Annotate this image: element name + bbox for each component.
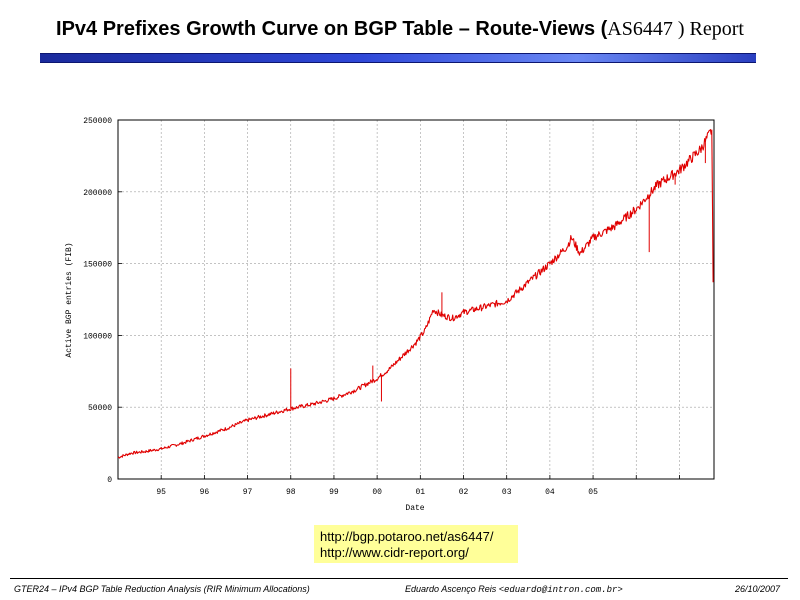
- x-tick-label: 05: [588, 488, 598, 497]
- footer-author: Eduardo Ascenço Reis <eduardo@intron.com…: [405, 584, 623, 595]
- series-layer: [117, 129, 714, 459]
- x-tick-label: 96: [200, 488, 210, 497]
- footer-author-name: Eduardo Ascenço Reis <: [405, 584, 504, 594]
- slide-title-main: IPv4 Prefixes Growth Curve on BGP Table …: [56, 18, 608, 40]
- y-tick-label: 250000: [83, 117, 112, 126]
- x-tick-label: 00: [372, 488, 382, 497]
- x-axis-label: Date: [405, 504, 424, 513]
- y-tick-label: 150000: [83, 261, 112, 270]
- footer-email: eduardo@intron.com.br: [503, 585, 618, 595]
- footer-author-end: >: [617, 584, 623, 594]
- link-potaroo[interactable]: http://bgp.potaroo.net/as6447/: [320, 529, 494, 544]
- y-tick-label: 0: [107, 476, 112, 485]
- x-tick-label: 04: [545, 488, 555, 497]
- x-tick-label: 97: [243, 488, 253, 497]
- plot-frame: [117, 119, 715, 480]
- title-bar: [40, 53, 756, 63]
- y-axis-label: Active BGP entries (FIB): [65, 242, 74, 357]
- grid-layer: [118, 120, 714, 479]
- slide-title-as: AS6447 ) Report: [607, 18, 744, 40]
- x-tick-label: 01: [416, 488, 426, 497]
- y-tick-label: 200000: [83, 189, 112, 198]
- y-tick-label: 50000: [88, 404, 112, 413]
- series-line: [117, 129, 714, 459]
- footer-divider: [10, 578, 788, 579]
- slide-title: IPv4 Prefixes Growth Curve on BGP Table …: [0, 18, 800, 41]
- x-tick-label: 03: [502, 488, 512, 497]
- x-tick-label: 95: [156, 488, 166, 497]
- y-tick-label: 100000: [83, 332, 112, 341]
- links-box: http://bgp.potaroo.net/as6447/ http://ww…: [314, 525, 518, 563]
- link-cidr-report[interactable]: http://www.cidr-report.org/: [320, 545, 469, 560]
- x-tick-label: 02: [459, 488, 469, 497]
- x-tick-label: 99: [329, 488, 339, 497]
- footer-date: 26/10/2007: [734, 584, 780, 594]
- footer-presentation: GTER24 – IPv4 BGP Table Reduction Analys…: [14, 584, 310, 594]
- x-tick-label: 98: [286, 488, 296, 497]
- axes-layer: 0 50000 100000 150000 200000 250000 95 96 97 98 99…: [83, 117, 715, 497]
